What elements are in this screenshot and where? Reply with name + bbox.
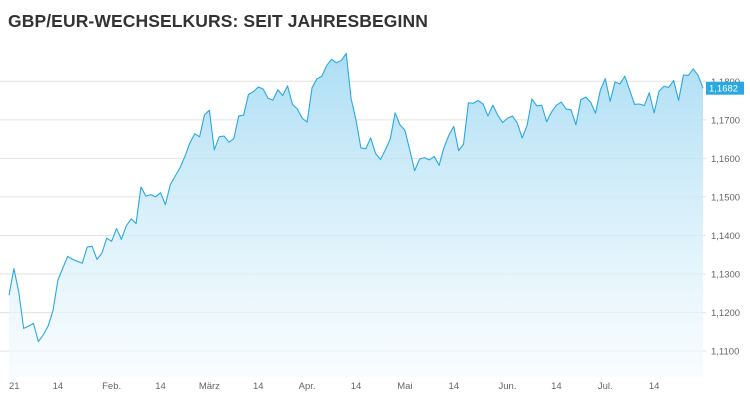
x-tick-label: 14 [53,381,64,392]
chart-title: GBP/EUR-WECHSELKURS: SEIT JAHRESBEGINN [8,11,428,31]
area-fill [9,53,703,377]
y-tick-label: 1,1100 [711,347,739,358]
y-tick-label: 1,1200 [711,308,740,319]
x-tick-label: Jun. [499,381,517,392]
current-price-marker: 1,1682 [706,81,744,95]
y-axis: 1,1100 1,1200 1,1300 1,1400 1,1500 1,1600 1,17… [711,77,740,358]
x-tick-label: 14 [351,381,362,392]
x-tick-label: 14 [551,381,562,392]
x-tick-label: Mai [397,381,412,392]
x-axis: 21 14 Feb. 14 März 14 Apr. 14 Mai 14 Jun. 14 Jul. 14 [9,381,659,392]
x-tick-label: 14 [649,381,660,392]
current-price-label: 1,1682 [709,84,738,95]
x-tick-label: Apr. [299,381,316,392]
y-tick-label: 1,1500 [711,192,740,203]
x-tick-label: 21 [9,381,20,392]
y-tick-label: 1,1300 [711,270,740,281]
y-tick-label: 1,1600 [711,154,740,165]
series-line [8,52,704,343]
y-tick-label: 1,1400 [711,231,740,242]
x-tick-label: Feb. [102,381,121,392]
x-tick-label: 14 [448,381,459,392]
x-tick-label: 14 [155,381,166,392]
x-tick-label: März [199,381,220,392]
current-price-badge [706,81,744,95]
x-tick-label: Jul. [598,381,613,392]
y-tick-label: 1,1700 [711,115,740,126]
x-tick-label: 14 [253,381,264,392]
